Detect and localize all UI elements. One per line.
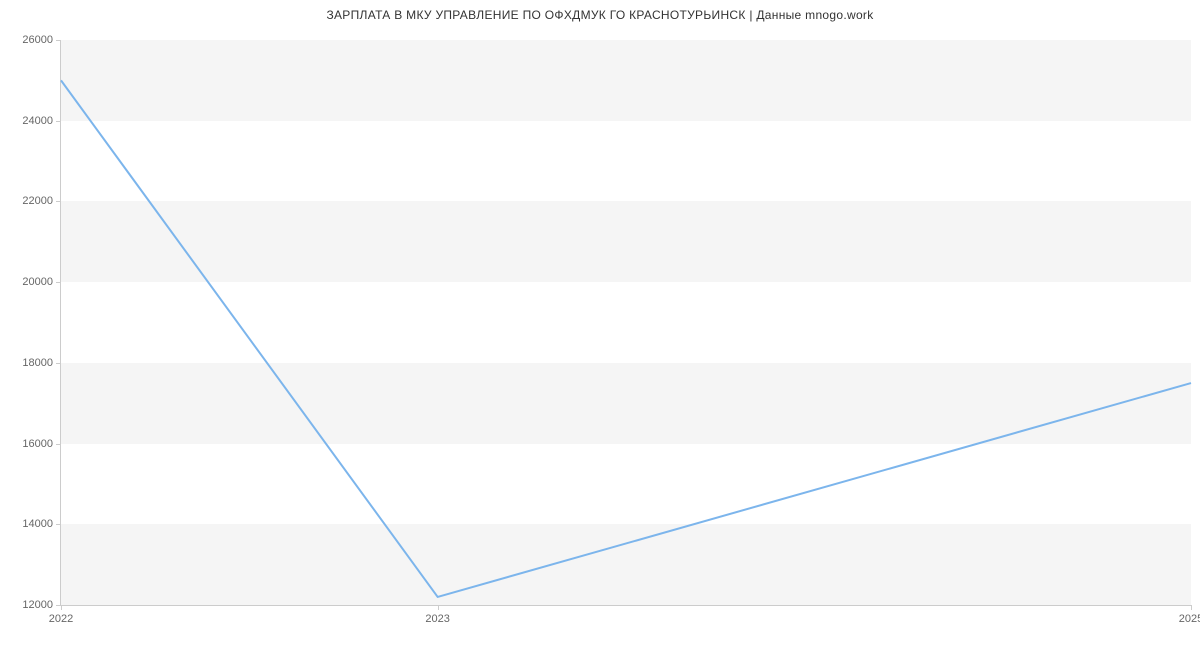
y-tick-label: 12000	[22, 599, 53, 611]
y-tick-label: 16000	[22, 438, 53, 450]
plot-area: 1200014000160001800020000220002400026000…	[60, 40, 1191, 606]
series-line	[61, 80, 1191, 597]
x-tick-label: 2023	[425, 613, 449, 625]
x-tick-mark	[61, 605, 62, 610]
chart-container: ЗАРПЛАТА В МКУ УПРАВЛЕНИЕ ПО ОФХДМУК ГО …	[0, 0, 1200, 650]
x-tick-label: 2022	[49, 613, 73, 625]
y-tick-label: 14000	[22, 518, 53, 530]
x-tick-mark	[438, 605, 439, 610]
x-tick-mark	[1191, 605, 1192, 610]
y-tick-label: 26000	[22, 34, 53, 46]
line-layer	[61, 40, 1191, 605]
y-tick-label: 24000	[22, 115, 53, 127]
x-tick-label: 2025	[1179, 613, 1200, 625]
y-tick-label: 22000	[22, 195, 53, 207]
y-tick-label: 18000	[22, 357, 53, 369]
y-tick-label: 20000	[22, 276, 53, 288]
chart-title: ЗАРПЛАТА В МКУ УПРАВЛЕНИЕ ПО ОФХДМУК ГО …	[0, 8, 1200, 22]
